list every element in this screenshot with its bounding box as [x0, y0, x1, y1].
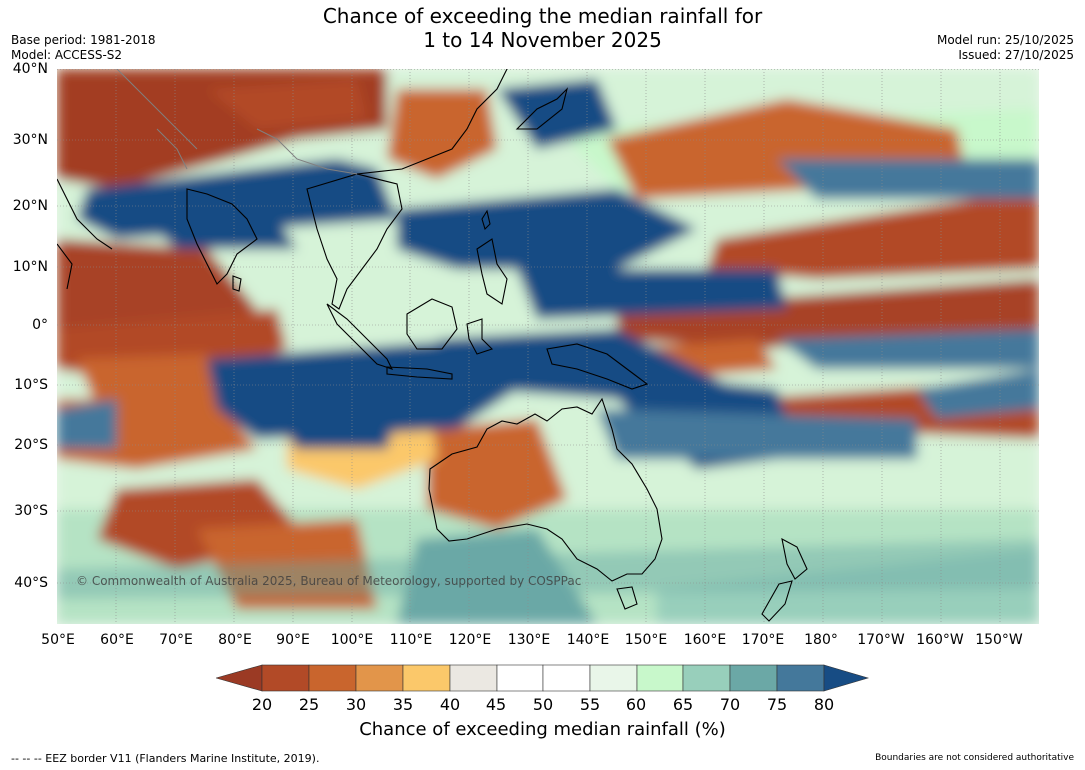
eez-footnote: -- -- -- EEZ border V11 (Flanders Marine… — [11, 752, 320, 765]
colorbar-segment — [308, 664, 357, 692]
base-period: Base period: 1981-2018 — [11, 33, 156, 47]
model-name: Model: ACCESS-S2 — [11, 48, 123, 62]
colorbar-legend — [216, 664, 870, 692]
country-borders — [116, 69, 358, 175]
lon-label: 160°W — [916, 632, 964, 648]
title-line-1: Chance of exceeding the median rainfall … — [322, 4, 763, 28]
meta-right: Model run: 25/10/2025 Issued: 27/10/2025 — [937, 33, 1074, 63]
legend-value: 60 — [625, 695, 647, 714]
colorbar-segment — [402, 664, 451, 692]
issued-date: Issued: 27/10/2025 — [958, 48, 1074, 62]
colorbar-segment — [449, 664, 498, 692]
lon-label: 130°E — [507, 632, 551, 648]
lon-label: 110°E — [389, 632, 433, 648]
graticule — [57, 69, 1039, 624]
colorbar-segment — [636, 664, 684, 692]
colorbar-segment — [589, 664, 638, 692]
lon-label: 70°E — [159, 632, 193, 648]
legend-value: 20 — [251, 695, 273, 714]
lon-label: 140°E — [566, 632, 610, 648]
map-title: Chance of exceeding the median rainfall … — [0, 4, 1085, 52]
legend-value: 25 — [298, 695, 320, 714]
legend-value: 75 — [766, 695, 788, 714]
legend-value: 55 — [579, 695, 601, 714]
lon-label: 60°E — [100, 632, 134, 648]
colorbar-segment — [355, 664, 404, 692]
colorbar-segment-high — [823, 664, 870, 692]
rainfall-probability-fields — [57, 69, 1039, 624]
lon-label: 180° — [804, 632, 838, 648]
colorbar-segment — [729, 664, 778, 692]
lon-label: 90°E — [276, 632, 310, 648]
colorbar-segment-low — [216, 664, 263, 692]
lat-label: 0° — [32, 317, 48, 333]
colorbar-segment — [682, 664, 731, 692]
lon-label: 150°E — [624, 632, 668, 648]
colorbar-segment — [542, 664, 591, 692]
lat-label: 40°N — [12, 61, 48, 77]
lat-label: 30°N — [12, 132, 48, 148]
legend-value: 40 — [439, 695, 461, 714]
legend-value: 35 — [392, 695, 414, 714]
lat-label: 20°N — [12, 198, 48, 214]
legend-value: 30 — [345, 695, 367, 714]
colorbar-segment — [261, 664, 310, 692]
rainfall-map — [57, 69, 1039, 624]
lat-label: 40°S — [14, 575, 48, 591]
lat-label: 20°S — [14, 437, 48, 453]
legend-value: 50 — [532, 695, 554, 714]
legend-value: 65 — [672, 695, 694, 714]
legend-value: 45 — [485, 695, 507, 714]
legend-value: 70 — [719, 695, 741, 714]
lon-label: 170°W — [857, 632, 905, 648]
lon-label: 100°E — [330, 632, 374, 648]
legend-value: 80 — [813, 695, 835, 714]
lat-label: 30°S — [14, 503, 48, 519]
lon-label: 80°E — [218, 632, 252, 648]
lat-label: 10°N — [12, 259, 48, 275]
lon-label: 150°W — [975, 632, 1023, 648]
legend-title: Chance of exceeding median rainfall (%) — [359, 719, 726, 740]
disclaimer-footnote: Boundaries are not considered authoritat… — [875, 753, 1074, 763]
model-run: Model run: 25/10/2025 — [936, 33, 1074, 47]
lon-label: 170°E — [741, 632, 785, 648]
lon-label: 50°E — [41, 632, 75, 648]
title-line-2: 1 to 14 November 2025 — [423, 28, 662, 52]
lon-label: 120°E — [448, 632, 492, 648]
copyright-notice: © Commonwealth of Australia 2025, Bureau… — [76, 574, 582, 588]
colorbar-segment — [496, 664, 544, 692]
meta-left: Base period: 1981-2018 Model: ACCESS-S2 — [11, 33, 156, 63]
lat-label: 10°S — [14, 377, 48, 393]
coastlines — [57, 69, 808, 622]
colorbar-segment — [776, 664, 825, 692]
lon-label: 160°E — [683, 632, 727, 648]
